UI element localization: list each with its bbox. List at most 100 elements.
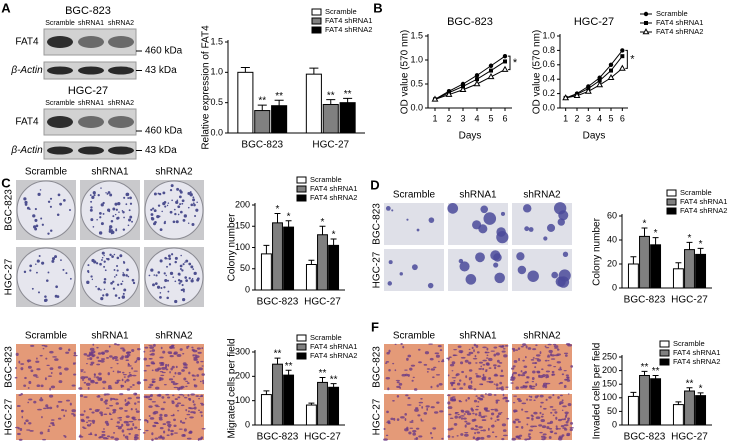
cell: [430, 406, 435, 409]
colony-dot: [174, 280, 177, 283]
error-bar: [285, 220, 292, 228]
cell: [464, 432, 469, 434]
cell: [173, 418, 176, 422]
cell: [396, 385, 401, 388]
colony-blob: [524, 226, 530, 232]
cell: [103, 413, 108, 415]
cell: [143, 357, 147, 361]
cell: [423, 363, 428, 366]
colony-dot: [122, 228, 126, 231]
legend-label: Scramble: [310, 175, 342, 184]
cell: [186, 413, 191, 416]
cell: [15, 352, 19, 356]
cell: [143, 369, 147, 372]
colony-dot: [106, 193, 109, 195]
cell: [436, 384, 439, 388]
y-tick-label: 20: [607, 258, 617, 268]
cell: [433, 411, 439, 414]
y-tick-label: 250: [602, 351, 617, 361]
cell: [159, 435, 163, 438]
cell: [517, 420, 521, 423]
cell: [539, 374, 544, 379]
cell: [152, 412, 157, 415]
cell: [159, 370, 164, 373]
cell: [97, 352, 102, 355]
colony-dot: [101, 259, 103, 261]
cell: [200, 414, 203, 417]
cell: [545, 370, 551, 373]
colony-dot: [193, 271, 197, 276]
cell: [413, 438, 418, 440]
cell: [529, 384, 532, 388]
row-label: HGC-27: [4, 258, 15, 295]
cell: [520, 386, 525, 389]
cell: [498, 362, 503, 364]
cell: [425, 405, 430, 408]
colony-dot: [190, 265, 194, 269]
cell: [137, 381, 140, 385]
cell: [173, 432, 178, 434]
y-axis-label: Colony number: [227, 213, 238, 281]
cell: [502, 434, 508, 437]
colony-dot: [168, 263, 172, 266]
x-axis-label: Days: [459, 131, 482, 142]
colony-blob: [562, 251, 569, 257]
colony-dot: [117, 201, 121, 206]
colony-dot: [116, 269, 119, 272]
cell: [557, 396, 560, 399]
cell: [524, 370, 527, 374]
significance: *: [643, 219, 647, 230]
cell: [565, 378, 568, 381]
colony-dot: [172, 220, 176, 224]
colony-blob: [557, 276, 570, 288]
cell: [121, 423, 124, 427]
bracket: [508, 55, 511, 71]
cell: [385, 361, 390, 363]
cell: [100, 413, 103, 417]
colony-dot: [195, 208, 199, 212]
bar: [627, 395, 639, 426]
column-label: shRNA2: [155, 331, 193, 342]
cell: [145, 395, 151, 399]
cell: [460, 356, 466, 359]
cell: [200, 403, 205, 406]
colony-blob: [478, 224, 488, 234]
plate: [16, 247, 76, 307]
bracket: [625, 49, 628, 69]
cell: [493, 383, 496, 385]
colony-dot: [182, 298, 186, 302]
cell: [201, 347, 204, 350]
blot-row-label: FAT4: [15, 117, 39, 128]
cell: [196, 374, 200, 377]
cell: [554, 411, 558, 414]
cell: [554, 432, 558, 435]
colony-blob: [465, 274, 477, 285]
cell: [494, 366, 497, 370]
cell: [486, 354, 489, 357]
cell: [30, 369, 34, 373]
colony-dot: [187, 206, 190, 209]
cell: [166, 420, 171, 424]
significance: **: [330, 374, 338, 385]
colony-blob: [480, 205, 489, 214]
colony-dot: [150, 213, 154, 216]
colony-dot: [175, 220, 179, 224]
cell: [110, 418, 113, 421]
colony-dot: [109, 253, 112, 257]
cell: [530, 425, 534, 428]
cell: [96, 356, 100, 359]
cell: [127, 401, 130, 404]
colony-dot: [131, 220, 133, 223]
cell: [112, 370, 115, 373]
cell: [559, 394, 563, 397]
legend-label: Scramble: [325, 7, 357, 16]
blot-row-label: β-Actin: [10, 65, 43, 76]
cell: [181, 369, 185, 372]
cell: [32, 374, 38, 377]
x-tick-label: 3: [586, 113, 591, 123]
legend-marker: [643, 11, 649, 17]
cell: [149, 350, 152, 352]
cell: [482, 346, 487, 349]
colony-blob: [528, 227, 534, 232]
cell: [527, 433, 531, 435]
